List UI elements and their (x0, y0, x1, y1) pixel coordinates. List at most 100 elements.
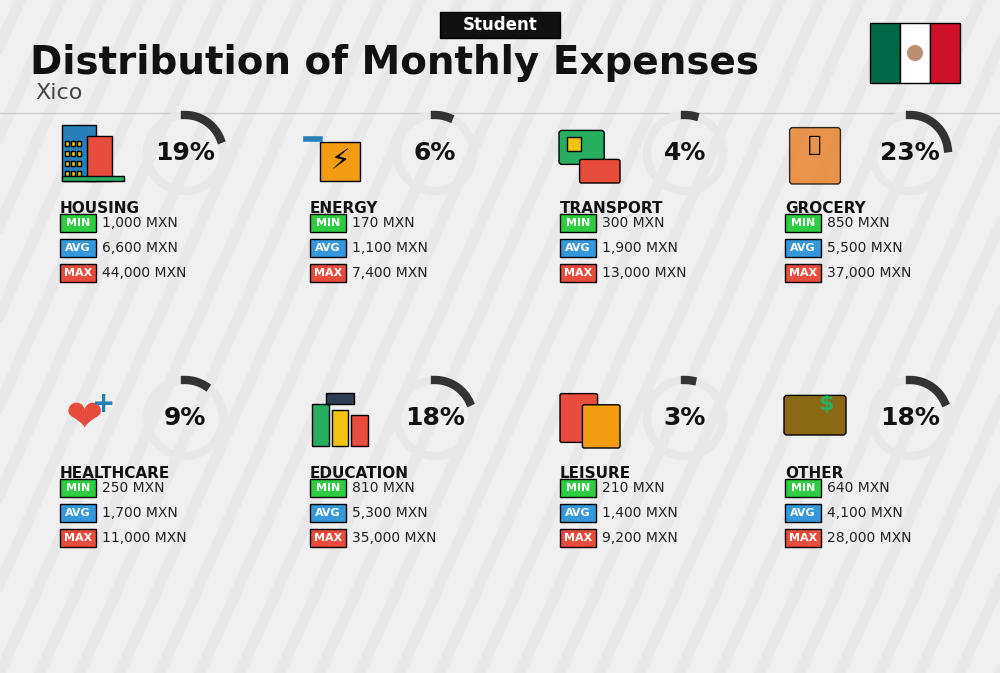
FancyBboxPatch shape (930, 23, 960, 83)
Text: MAX: MAX (789, 268, 817, 278)
Text: MIN: MIN (316, 483, 340, 493)
FancyBboxPatch shape (65, 161, 69, 166)
Text: AVG: AVG (790, 243, 816, 253)
FancyBboxPatch shape (870, 23, 900, 83)
FancyBboxPatch shape (560, 239, 596, 257)
FancyBboxPatch shape (580, 160, 620, 183)
Text: HOUSING: HOUSING (60, 201, 140, 216)
FancyBboxPatch shape (77, 161, 81, 166)
Text: LEISURE: LEISURE (560, 466, 631, 481)
FancyBboxPatch shape (62, 176, 124, 181)
Text: AVG: AVG (315, 508, 341, 518)
FancyBboxPatch shape (60, 239, 96, 257)
Text: 4%: 4% (664, 141, 706, 165)
Text: MAX: MAX (64, 268, 92, 278)
FancyBboxPatch shape (60, 479, 96, 497)
FancyBboxPatch shape (71, 171, 75, 176)
Text: 300 MXN: 300 MXN (602, 216, 664, 230)
FancyBboxPatch shape (77, 141, 81, 146)
FancyBboxPatch shape (785, 239, 821, 257)
Text: 35,000 MXN: 35,000 MXN (352, 531, 436, 545)
Text: Distribution of Monthly Expenses: Distribution of Monthly Expenses (30, 44, 759, 82)
FancyBboxPatch shape (790, 128, 840, 184)
FancyBboxPatch shape (60, 529, 96, 547)
Text: $: $ (818, 394, 834, 414)
FancyBboxPatch shape (560, 214, 596, 232)
FancyBboxPatch shape (60, 264, 96, 282)
Text: 1,900 MXN: 1,900 MXN (602, 241, 678, 255)
Text: MAX: MAX (789, 533, 817, 543)
Text: 4,100 MXN: 4,100 MXN (827, 506, 903, 520)
Text: 🥦: 🥦 (808, 135, 822, 155)
FancyBboxPatch shape (785, 214, 821, 232)
FancyBboxPatch shape (560, 529, 596, 547)
Circle shape (907, 45, 923, 61)
Text: 18%: 18% (880, 406, 940, 430)
FancyBboxPatch shape (332, 410, 348, 446)
Text: ⚡: ⚡ (330, 147, 350, 176)
Text: 640 MXN: 640 MXN (827, 481, 890, 495)
Text: MIN: MIN (791, 218, 815, 228)
Text: 11,000 MXN: 11,000 MXN (102, 531, 187, 545)
Text: 9,200 MXN: 9,200 MXN (602, 531, 678, 545)
Text: HEALTHCARE: HEALTHCARE (60, 466, 170, 481)
Text: 1,000 MXN: 1,000 MXN (102, 216, 178, 230)
FancyBboxPatch shape (310, 504, 346, 522)
Text: 6%: 6% (414, 141, 456, 165)
Text: AVG: AVG (565, 508, 591, 518)
FancyBboxPatch shape (310, 479, 346, 497)
FancyBboxPatch shape (560, 264, 596, 282)
FancyBboxPatch shape (60, 504, 96, 522)
FancyBboxPatch shape (60, 214, 96, 232)
FancyBboxPatch shape (77, 151, 81, 156)
FancyBboxPatch shape (785, 504, 821, 522)
Text: 5,500 MXN: 5,500 MXN (827, 241, 903, 255)
Text: 44,000 MXN: 44,000 MXN (102, 266, 186, 280)
Text: 7,400 MXN: 7,400 MXN (352, 266, 428, 280)
Text: AVG: AVG (790, 508, 816, 518)
FancyBboxPatch shape (320, 142, 360, 181)
Text: MIN: MIN (791, 483, 815, 493)
Text: 6,600 MXN: 6,600 MXN (102, 241, 178, 255)
Text: 18%: 18% (405, 406, 465, 430)
Text: 170 MXN: 170 MXN (352, 216, 415, 230)
FancyBboxPatch shape (785, 264, 821, 282)
Text: AVG: AVG (565, 243, 591, 253)
FancyBboxPatch shape (310, 264, 346, 282)
FancyBboxPatch shape (310, 239, 346, 257)
Text: 250 MXN: 250 MXN (102, 481, 164, 495)
FancyBboxPatch shape (326, 393, 354, 404)
Text: AVG: AVG (315, 243, 341, 253)
Text: MAX: MAX (314, 268, 342, 278)
Text: 3%: 3% (664, 406, 706, 430)
Text: GROCERY: GROCERY (785, 201, 866, 216)
FancyBboxPatch shape (87, 136, 112, 181)
FancyBboxPatch shape (310, 214, 346, 232)
FancyBboxPatch shape (312, 404, 329, 446)
FancyBboxPatch shape (560, 504, 596, 522)
Text: ENERGY: ENERGY (310, 201, 378, 216)
Text: 1,700 MXN: 1,700 MXN (102, 506, 178, 520)
Text: AVG: AVG (65, 508, 91, 518)
Text: 28,000 MXN: 28,000 MXN (827, 531, 912, 545)
FancyBboxPatch shape (71, 161, 75, 166)
FancyBboxPatch shape (77, 171, 81, 176)
FancyBboxPatch shape (785, 529, 821, 547)
Text: AVG: AVG (65, 243, 91, 253)
Text: ❤: ❤ (66, 396, 103, 439)
FancyBboxPatch shape (71, 141, 75, 146)
Text: MIN: MIN (566, 218, 590, 228)
Text: MAX: MAX (564, 268, 592, 278)
Text: MAX: MAX (564, 533, 592, 543)
Text: TRANSPORT: TRANSPORT (560, 201, 664, 216)
Text: 23%: 23% (880, 141, 940, 165)
Text: 19%: 19% (155, 141, 215, 165)
FancyBboxPatch shape (784, 396, 846, 435)
FancyBboxPatch shape (351, 415, 368, 446)
Text: Xico: Xico (35, 83, 82, 103)
FancyBboxPatch shape (310, 529, 346, 547)
FancyBboxPatch shape (65, 141, 69, 146)
FancyBboxPatch shape (65, 171, 69, 176)
Text: 210 MXN: 210 MXN (602, 481, 665, 495)
FancyBboxPatch shape (559, 131, 604, 164)
